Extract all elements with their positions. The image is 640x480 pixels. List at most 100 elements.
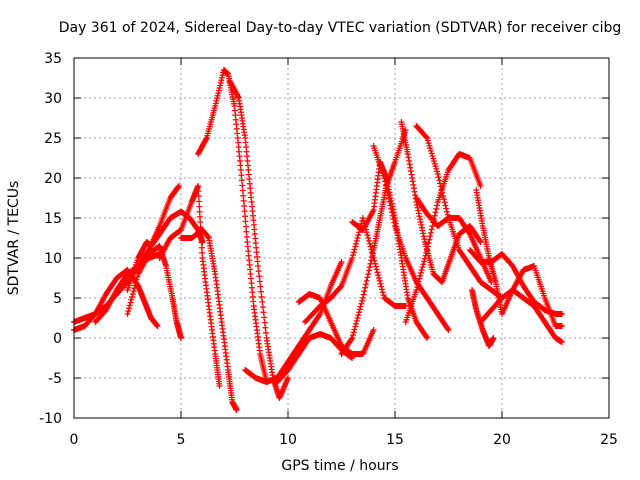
data-point (356, 229, 363, 236)
data-point (125, 308, 132, 315)
data-point (262, 324, 269, 331)
data-point (348, 336, 355, 343)
y-tick-label: 0 (53, 331, 62, 347)
data-point (260, 309, 267, 316)
data-point (409, 178, 416, 185)
data-point (349, 335, 356, 341)
data-point (424, 243, 431, 250)
data-point (241, 203, 248, 209)
data-point (353, 240, 360, 247)
series-sat-x (92, 251, 163, 325)
data-point (402, 303, 409, 309)
data-point (413, 287, 420, 293)
data-point (257, 283, 264, 290)
data-point (433, 205, 440, 212)
data-point (477, 239, 484, 245)
series-sat-o (370, 143, 452, 333)
data-point (362, 284, 369, 291)
axis-ticks (73, 57, 610, 419)
data-point (420, 233, 427, 240)
data-point (390, 216, 397, 223)
data-point (369, 250, 376, 257)
data-point (436, 177, 443, 184)
x-tick-label: 20 (493, 432, 511, 448)
data-point (419, 264, 426, 271)
data-point (238, 177, 245, 184)
data-point (378, 283, 385, 290)
data-point (416, 213, 423, 220)
data-point (258, 293, 265, 300)
data-point (427, 233, 434, 240)
data-point (418, 267, 425, 273)
data-point (443, 205, 450, 212)
data-point (132, 279, 139, 286)
data-point (412, 192, 419, 199)
data-point (357, 303, 364, 310)
data-point (355, 312, 362, 319)
data-point (285, 375, 291, 381)
data-point (197, 224, 204, 231)
data-point (476, 237, 483, 244)
data-point (243, 228, 250, 235)
data-point (356, 309, 363, 316)
y-tick-label: 15 (44, 211, 62, 227)
data-point (379, 286, 386, 293)
data-point (258, 288, 265, 295)
data-point (420, 230, 427, 237)
data-point (362, 281, 369, 288)
data-point (178, 335, 184, 341)
data-point (477, 183, 484, 189)
data-point (434, 171, 441, 177)
data-point (441, 199, 448, 206)
data-point (358, 300, 365, 307)
series-sat-h (227, 79, 291, 401)
data-point (429, 223, 436, 229)
data-point (427, 229, 434, 236)
data-point (359, 215, 366, 221)
data-point (418, 221, 425, 228)
data-point (414, 281, 421, 288)
data-point (353, 317, 360, 324)
data-point (350, 329, 357, 336)
data-point (196, 213, 203, 220)
data-point (262, 329, 269, 336)
y-tick-label: 25 (44, 131, 62, 147)
data-point (259, 299, 266, 305)
data-point (423, 249, 430, 256)
data-point (410, 185, 417, 192)
data-point (126, 305, 133, 312)
y-tick-label: 35 (44, 51, 62, 67)
data-point (423, 333, 430, 340)
data-point (352, 323, 359, 330)
data-point (428, 226, 435, 233)
data-point (367, 243, 374, 250)
data-point (128, 296, 135, 303)
data-point (424, 247, 431, 253)
data-point (388, 205, 395, 212)
data-point (407, 164, 414, 171)
data-point (126, 302, 133, 309)
data-point (216, 383, 223, 389)
y-tick-labels: -10 -5 0 5 10 15 20 25 30 35 (39, 51, 62, 427)
x-tick-label: 0 (70, 432, 79, 448)
data-point (129, 291, 136, 297)
data-point (259, 304, 266, 311)
data-point (197, 219, 204, 225)
data-point (425, 240, 432, 247)
data-point (239, 187, 246, 194)
data-point (558, 311, 565, 317)
data-point (242, 218, 249, 225)
data-point (196, 203, 203, 210)
series-sat-c (124, 243, 184, 341)
data-point (417, 269, 424, 276)
data-point (351, 246, 358, 253)
data-point (196, 208, 203, 215)
data-point (421, 236, 428, 243)
data-point (364, 274, 371, 281)
x-tick-label: 5 (177, 432, 186, 448)
series-sat-a (71, 267, 161, 333)
data-point (366, 237, 373, 244)
data-point (381, 175, 388, 181)
data-point (411, 188, 418, 195)
data-point (384, 188, 391, 195)
